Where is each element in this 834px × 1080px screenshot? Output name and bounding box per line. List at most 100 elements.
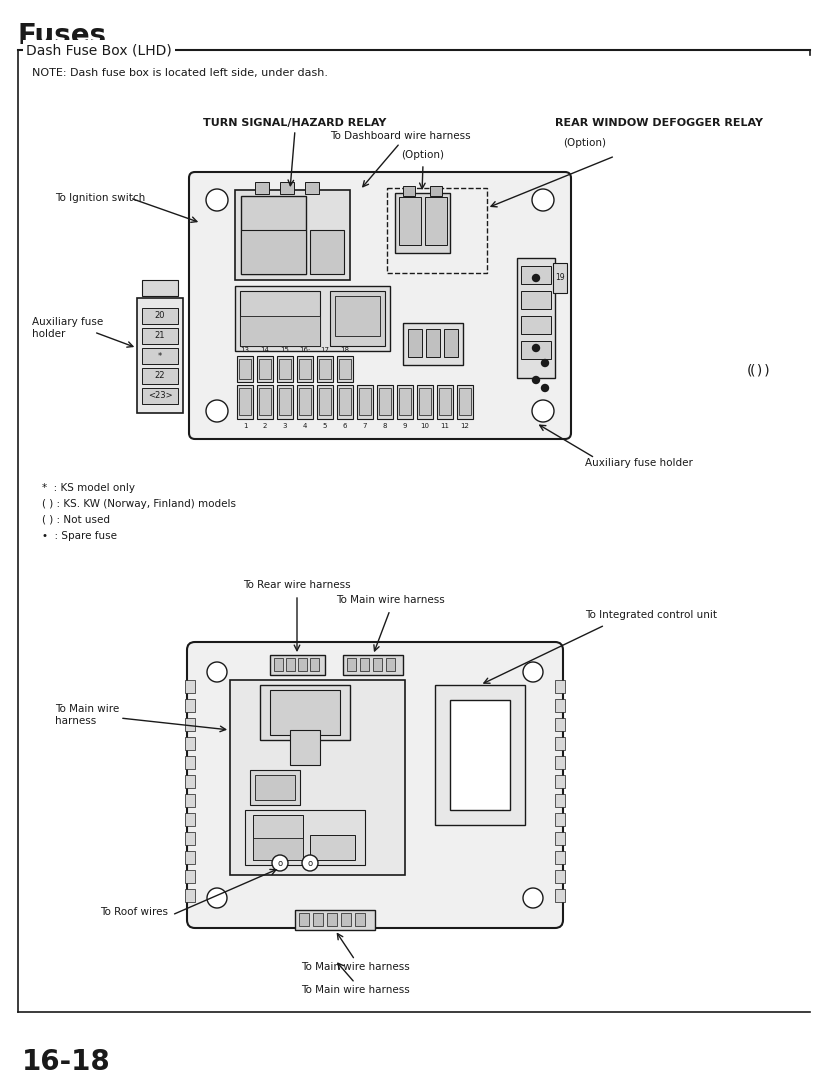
Bar	[310, 658, 319, 671]
Text: ( ): ( )	[747, 363, 762, 377]
Bar	[310, 230, 344, 274]
Bar	[230, 680, 405, 875]
Circle shape	[532, 400, 554, 422]
Bar	[355, 913, 365, 926]
Bar	[319, 388, 331, 415]
Bar	[250, 770, 300, 805]
Bar	[142, 280, 178, 296]
FancyBboxPatch shape	[189, 172, 571, 438]
Text: 22: 22	[155, 372, 165, 380]
Bar	[521, 316, 551, 334]
Bar	[555, 813, 565, 826]
Bar	[395, 193, 450, 253]
Bar	[259, 359, 271, 379]
Bar	[185, 718, 195, 731]
Bar	[274, 658, 283, 671]
Bar	[357, 384, 373, 419]
Circle shape	[302, 855, 318, 870]
Bar	[237, 384, 253, 419]
Text: ( ) : Not used: ( ) : Not used	[42, 515, 110, 525]
Bar	[555, 737, 565, 750]
Bar	[259, 388, 271, 415]
Text: 8: 8	[383, 423, 387, 429]
Bar	[553, 264, 567, 293]
Bar	[239, 388, 251, 415]
Bar	[555, 718, 565, 731]
Bar	[317, 384, 333, 419]
Text: To Roof wires: To Roof wires	[100, 907, 168, 917]
Bar	[239, 359, 251, 379]
Bar	[555, 699, 565, 712]
Bar	[339, 388, 351, 415]
Bar	[399, 197, 421, 245]
Text: 12: 12	[460, 423, 470, 429]
Bar	[185, 889, 195, 902]
Text: (Option): (Option)	[563, 138, 606, 148]
Text: •  : Spare fuse: • : Spare fuse	[42, 531, 117, 541]
Bar	[245, 810, 365, 865]
Text: ( ) : KS. KW (Norway, Finland) models: ( ) : KS. KW (Norway, Finland) models	[42, 499, 236, 509]
Bar	[425, 197, 447, 245]
Text: 17: 17	[320, 347, 329, 353]
Text: 6: 6	[343, 423, 347, 429]
Text: To Main wire
harness: To Main wire harness	[55, 704, 119, 726]
Circle shape	[532, 189, 554, 211]
Circle shape	[532, 274, 540, 282]
Bar	[295, 910, 375, 930]
Bar	[555, 794, 565, 807]
Bar	[299, 913, 309, 926]
Bar	[399, 388, 411, 415]
Bar	[260, 685, 350, 740]
Bar	[185, 756, 195, 769]
Bar	[317, 356, 333, 382]
Bar	[185, 870, 195, 883]
Bar	[310, 835, 355, 860]
FancyBboxPatch shape	[187, 642, 563, 928]
Text: 1: 1	[243, 423, 247, 429]
Bar	[437, 384, 453, 419]
Bar	[185, 851, 195, 864]
Circle shape	[523, 888, 543, 908]
Text: 2: 2	[263, 423, 267, 429]
Bar	[185, 775, 195, 788]
Bar	[327, 913, 337, 926]
Text: o: o	[308, 859, 313, 867]
Circle shape	[532, 377, 540, 383]
Bar	[373, 658, 382, 671]
Bar	[341, 913, 351, 926]
Bar	[142, 328, 178, 345]
Circle shape	[207, 662, 227, 681]
Text: Dash Fuse Box (LHD): Dash Fuse Box (LHD)	[26, 43, 172, 57]
Text: Fuses: Fuses	[18, 22, 107, 50]
Bar	[270, 654, 325, 675]
Circle shape	[207, 888, 227, 908]
Bar	[555, 680, 565, 693]
Bar	[237, 356, 253, 382]
Bar	[142, 368, 178, 384]
Bar	[377, 384, 393, 419]
Bar	[521, 266, 551, 284]
Text: 15: 15	[280, 347, 289, 353]
Text: To Ignition switch: To Ignition switch	[55, 193, 145, 203]
Bar	[555, 756, 565, 769]
Bar	[319, 359, 331, 379]
Text: To Main wire harness: To Main wire harness	[335, 595, 445, 605]
Bar	[235, 286, 390, 351]
Text: Auxiliary fuse
holder: Auxiliary fuse holder	[32, 318, 103, 339]
Bar	[255, 775, 295, 800]
Bar	[142, 388, 178, 404]
Text: <23>: <23>	[148, 391, 173, 401]
Bar	[517, 258, 555, 378]
Text: 16-18: 16-18	[22, 1048, 111, 1076]
Circle shape	[272, 855, 288, 870]
Text: 20: 20	[155, 311, 165, 321]
Bar	[555, 870, 565, 883]
Text: *  : KS model only: * : KS model only	[42, 483, 135, 492]
Text: (  ): ( )	[751, 363, 770, 377]
Circle shape	[206, 400, 228, 422]
Bar	[343, 654, 403, 675]
Bar	[299, 388, 311, 415]
Text: (Option): (Option)	[401, 150, 445, 160]
Bar	[521, 341, 551, 359]
Bar	[277, 356, 293, 382]
